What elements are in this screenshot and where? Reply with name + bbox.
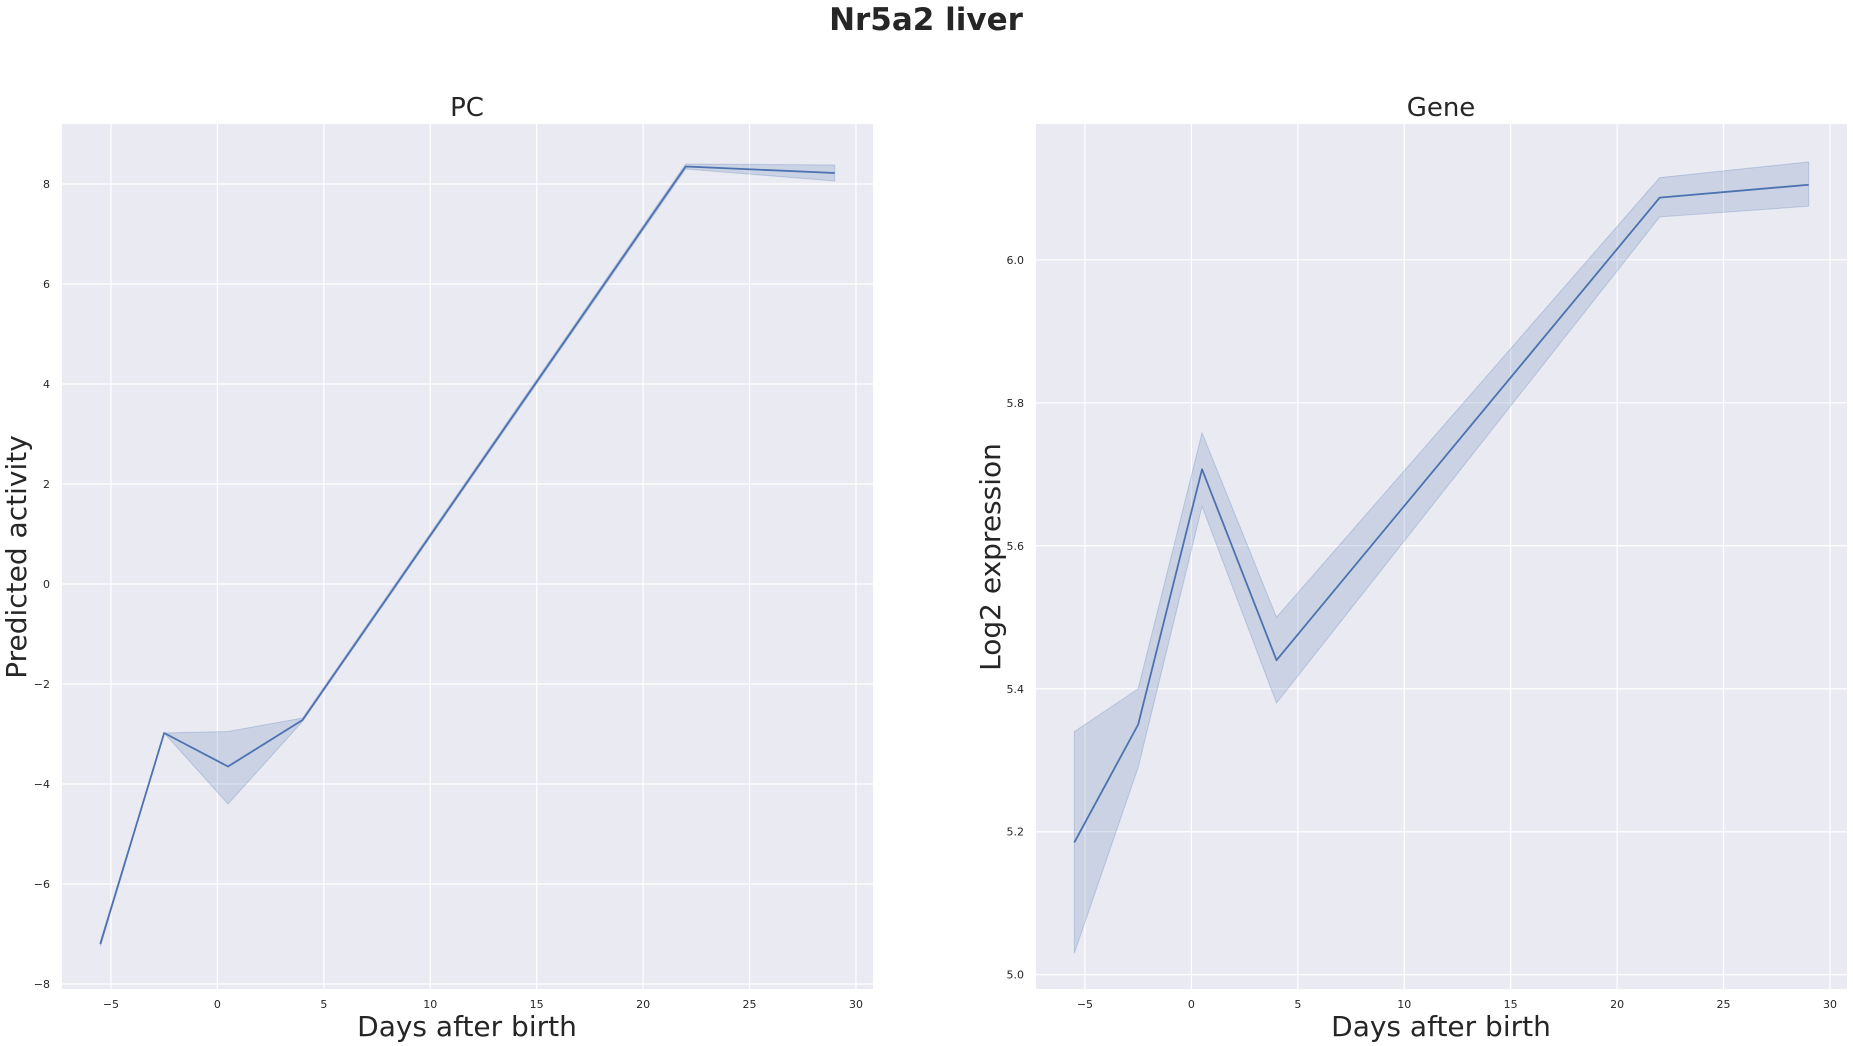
gene-x-tick-label: 30: [1823, 998, 1837, 1011]
pc-y-tick-label: 6: [43, 278, 50, 291]
pc-y-tick-label: 0: [43, 578, 50, 591]
gene-panel-title: Gene: [1407, 93, 1476, 123]
gene-y-tick-label: 5.8: [1007, 397, 1025, 410]
pc-y-tick-label: −4: [34, 778, 50, 791]
gene-y-tick-label: 5.2: [1007, 826, 1025, 839]
gene-series-line: [1073, 183, 1809, 843]
pc-x-tick-label: 25: [743, 998, 757, 1011]
gene-y-tick-label: 5.6: [1007, 540, 1025, 553]
gene-x-tick-label: 25: [1717, 998, 1731, 1011]
pc-x-tick-label: 5: [320, 998, 327, 1011]
panel-gene: −5 0 5 10 15 20 25 30 5.0 5.2 5.4 5.6 5.8 6.0 Gene Da…: [974, 93, 1847, 1043]
pc-x-tick-label: −5: [103, 998, 119, 1011]
gene-x-tick-label: 20: [1610, 998, 1624, 1011]
pc-series-line: [99, 165, 835, 945]
gene-plot-area: [1036, 124, 1847, 989]
gene-y-tick-label: 5.4: [1007, 683, 1025, 696]
pc-y-tick-label: −8: [34, 978, 50, 991]
gene-y-tick-label: 6.0: [1007, 254, 1025, 267]
gene-x-tick-label: 10: [1397, 998, 1411, 1011]
pc-plot-area: [62, 124, 873, 989]
pc-y-tick-label: 2: [43, 478, 50, 491]
gene-x-tick-label: −5: [1077, 998, 1093, 1011]
pc-y-axis-label: Predicted activity: [0, 435, 33, 679]
panel-pc: −5 0 5 10 15 20 25 30 −8 −6 −4 −2 0 2 4 6 8 PC Days afte…: [0, 93, 873, 1043]
pc-y-tick-label: 8: [43, 178, 50, 191]
gene-y-axis-label: Log2 expression: [974, 443, 1007, 671]
pc-y-tick-label: −6: [34, 878, 50, 891]
pc-y-tick-label: 4: [43, 378, 50, 391]
gene-x-tick-label: 0: [1188, 998, 1195, 1011]
pc-x-tick-label: 20: [636, 998, 650, 1011]
figure-title: Nr5a2 liver: [829, 2, 1024, 38]
pc-x-axis-label: Days after birth: [357, 1010, 577, 1043]
gene-confidence-band: [1073, 161, 1810, 954]
pc-x-tick-label: 10: [423, 998, 437, 1011]
pc-x-tick-label: 15: [530, 998, 544, 1011]
pc-x-tick-label: 30: [849, 998, 863, 1011]
pc-panel-title: PC: [450, 93, 484, 123]
pc-y-tick-label: −2: [34, 678, 50, 691]
pc-x-tick-label: 0: [214, 998, 221, 1011]
gene-x-tick-label: 15: [1504, 998, 1518, 1011]
gene-y-tick-label: 5.0: [1007, 969, 1025, 982]
gene-x-tick-label: 5: [1294, 998, 1301, 1011]
gene-x-axis-label: Days after birth: [1331, 1010, 1551, 1043]
